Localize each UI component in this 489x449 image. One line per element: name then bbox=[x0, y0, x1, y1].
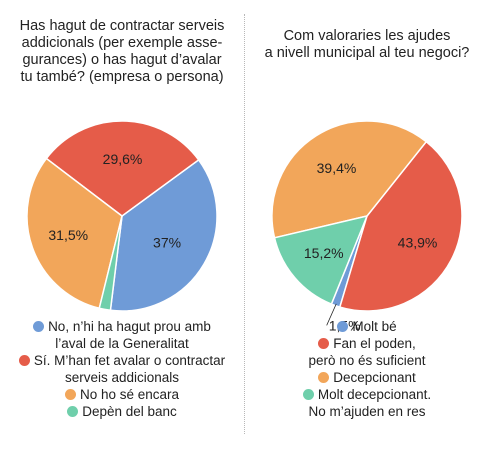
legend-label: Molt decepcionant. bbox=[317, 387, 432, 402]
chart-title-right: Com valoraries les ajudes a nivell munic… bbox=[251, 28, 483, 62]
legend-label: Depèn del banc bbox=[82, 404, 177, 419]
title-line: Com valoraries les ajudes bbox=[283, 28, 451, 44]
legend-swatch bbox=[67, 406, 79, 417]
legend-swatch bbox=[318, 372, 330, 383]
chart-title-left: Has hagut de contractar serveis addicion… bbox=[6, 18, 238, 86]
pie-slice bbox=[273, 214, 369, 306]
pie-chart-right: 1,5%43,9%39,4%15,2% bbox=[271, 120, 463, 333]
legend-label: serveis addicionals bbox=[64, 370, 180, 385]
legend-item: Molt decepcionant. No m’ajuden en res bbox=[245, 386, 489, 420]
legend-label: Sí. M’han fet avalar o contractar bbox=[33, 353, 226, 368]
legend-label: Decepcionant bbox=[333, 370, 416, 385]
legend-label: Molt bé bbox=[352, 319, 397, 334]
pie-slice bbox=[26, 157, 123, 310]
data-label: 31,5% bbox=[48, 227, 88, 243]
legend-item: Sí. M’han fet avalar o contractar servei… bbox=[0, 352, 244, 386]
legend-swatch bbox=[64, 389, 76, 400]
legend-item: No, n’hi ha hagut prou amb l’aval de la … bbox=[0, 318, 244, 352]
legend-label: Fan el poden, bbox=[333, 336, 416, 351]
pie-chart-left: 37% 29,6% 31,5% bbox=[26, 120, 218, 312]
legend-swatch bbox=[318, 338, 330, 349]
legend-label: No, n’hi ha hagut prou amb bbox=[48, 319, 211, 334]
title-line: tu també? (empresa o persona) bbox=[20, 69, 224, 85]
legend-left: No, n’hi ha hagut prou amb l’aval de la … bbox=[0, 318, 244, 420]
pie-slice bbox=[271, 120, 428, 239]
legend-label: No ho sé encara bbox=[79, 387, 180, 402]
title-line: a nivell municipal al teu negoci? bbox=[264, 45, 470, 61]
data-label: 29,6% bbox=[103, 151, 143, 167]
legend-swatch bbox=[18, 355, 30, 366]
data-label: 43,9% bbox=[398, 234, 438, 250]
leader-line bbox=[326, 303, 337, 326]
legend-item: Depèn del banc bbox=[0, 403, 244, 420]
legend-swatch bbox=[33, 321, 45, 332]
legend-swatch bbox=[302, 389, 314, 400]
data-label: 37% bbox=[153, 234, 181, 250]
chart-panel-left: Has hagut de contractar serveis addicion… bbox=[0, 0, 244, 449]
title-line: Has hagut de contractar serveis bbox=[19, 18, 225, 34]
pie-slice bbox=[109, 158, 218, 312]
chart-panel-right: Com valoraries les ajudes a nivell munic… bbox=[245, 0, 489, 449]
title-line: addicionals (per exemple asse- bbox=[21, 35, 223, 51]
legend-label: l’aval de la Generalitat bbox=[55, 336, 189, 351]
legend-label: però no és suficient bbox=[308, 353, 426, 368]
legend-item: Fan el poden, però no és suficient bbox=[245, 335, 489, 369]
data-label: 39,4% bbox=[317, 160, 357, 176]
legend-item: Molt bé bbox=[245, 318, 489, 335]
panel-divider bbox=[244, 14, 245, 434]
legend-item: Decepcionant bbox=[245, 369, 489, 386]
legend-item: No ho sé encara bbox=[0, 386, 244, 403]
pie-slice bbox=[45, 120, 200, 217]
pie-slice bbox=[98, 215, 123, 312]
data-label: 15,2% bbox=[304, 245, 344, 261]
legend-label: No m’ajuden en res bbox=[308, 404, 426, 419]
legend-right: Molt bé Fan el poden, però no és suficie… bbox=[245, 318, 489, 420]
legend-swatch bbox=[337, 321, 349, 332]
title-line: gurances) o has hagut d’avalar bbox=[22, 52, 222, 68]
pie-slice bbox=[338, 140, 463, 312]
